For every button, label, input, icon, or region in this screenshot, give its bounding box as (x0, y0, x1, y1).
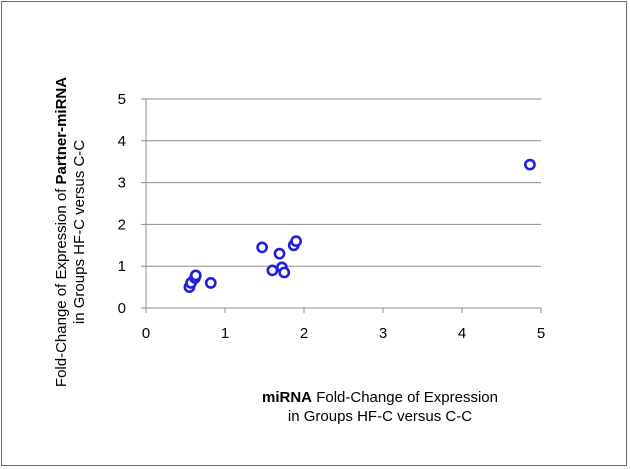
data-point (256, 241, 269, 254)
y-axis-title-bold: Partner-miRNA (53, 77, 70, 185)
data-point (189, 269, 202, 282)
y-tick-label-0: 0 (118, 300, 126, 317)
y-axis-title-line1: Fold-Change of Expression of Partner-miR… (53, 77, 70, 387)
gridlines (146, 98, 541, 267)
data-point (524, 158, 536, 171)
data-points (183, 158, 536, 293)
x-tick-label-0: 0 (142, 325, 150, 342)
y-tick-label-3: 3 (118, 175, 126, 192)
x-tick-label-3: 3 (379, 325, 387, 342)
x-tick-label-1: 1 (221, 325, 229, 342)
x-axis-title-line2: in Groups HF-C versus C-C (288, 408, 472, 425)
y-axis-title-rest: Fold-Change of Expression of (53, 184, 70, 387)
y-axis-title-line2: in Groups HF-C versus C-C (71, 140, 88, 324)
data-point (290, 235, 302, 248)
x-axis-title-rest: Fold-Change of Expression (312, 389, 498, 406)
y-axis-title: Fold-Change of Expression of Partner-miR… (53, 77, 88, 387)
axes (141, 98, 542, 313)
data-point (273, 247, 286, 260)
data-point (204, 277, 217, 289)
y-tick-labels: 0 1 2 3 4 5 (118, 91, 126, 317)
x-tick-label-5: 5 (537, 325, 545, 342)
x-tick-label-4: 4 (458, 325, 466, 342)
y-tick-label-1: 1 (118, 258, 126, 275)
data-point (278, 266, 291, 279)
y-tick-label-2: 2 (118, 216, 126, 233)
x-tick-labels: 0 1 2 3 4 5 (142, 325, 545, 342)
x-axis-title-line1: miRNA Fold-Change of Expression (262, 389, 498, 406)
data-point (266, 264, 279, 277)
y-tick-label-5: 5 (118, 91, 126, 108)
x-tick-label-2: 2 (300, 325, 308, 342)
y-tick-label-4: 4 (118, 133, 126, 150)
x-axis-title-bold: miRNA (262, 389, 312, 406)
